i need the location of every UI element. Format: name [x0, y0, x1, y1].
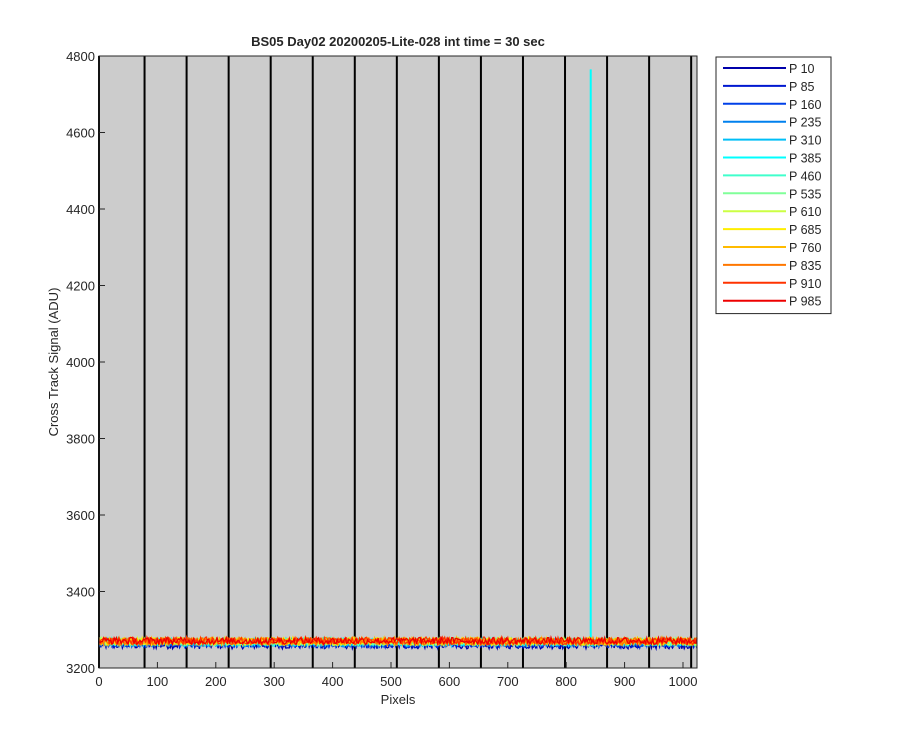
- legend-box: [715, 56, 832, 315]
- y-axis-label: Cross Track Signal (ADU): [46, 288, 61, 437]
- x-axis: 0 100 200 300 400 500 600 700 800 900 1000: [95, 662, 697, 689]
- legend-label: P 535: [789, 187, 821, 201]
- column-boundaries: [98, 56, 693, 668]
- x-tick-label: 700: [497, 674, 519, 689]
- legend-label: P 10: [789, 62, 815, 76]
- y-tick-label: 3600: [66, 508, 95, 523]
- legend-label: P 460: [789, 169, 821, 183]
- chart-title: BS05 Day02 20200205-Lite-028 int time = …: [251, 34, 545, 49]
- legend-label: P 310: [789, 134, 821, 148]
- y-tick-label: 4200: [66, 279, 95, 294]
- y-tick-label: 4600: [66, 126, 95, 141]
- legend-label: P 985: [789, 295, 821, 309]
- y-tick-label: 4000: [66, 355, 95, 370]
- y-tick-label: 4800: [66, 49, 95, 64]
- legend-label: P 835: [789, 259, 821, 273]
- legend-label: P 85: [789, 80, 815, 94]
- x-tick-label: 900: [614, 674, 636, 689]
- x-tick-label: 800: [555, 674, 577, 689]
- x-tick-label: 400: [322, 674, 344, 689]
- legend-label: P 160: [789, 98, 821, 112]
- x-tick-label: 100: [147, 674, 169, 689]
- x-tick-label: 600: [439, 674, 461, 689]
- y-tick-label: 3200: [66, 661, 95, 676]
- legend-label: P 610: [789, 205, 821, 219]
- legend-label: P 685: [789, 223, 821, 237]
- legend-label: P 385: [789, 152, 821, 166]
- x-tick-label: 200: [205, 674, 227, 689]
- y-tick-label: 3400: [66, 585, 95, 600]
- x-tick-label: 1000: [669, 674, 698, 689]
- legend: P 10 P 85 P 160 P 235 P 310 P 385 P 460 P 535 P …: [715, 56, 832, 315]
- y-tick-label: 3800: [66, 432, 95, 447]
- x-axis-label: Pixels: [381, 692, 416, 707]
- legend-label: P 760: [789, 241, 821, 255]
- plot-area: [99, 56, 697, 668]
- legend-label: P 235: [789, 116, 821, 130]
- x-tick-label: 0: [95, 674, 102, 689]
- y-tick-label: 4400: [66, 202, 95, 217]
- series-line: [98, 634, 698, 647]
- series-lines: [98, 69, 698, 652]
- x-tick-label: 500: [380, 674, 402, 689]
- x-tick-label: 300: [263, 674, 285, 689]
- legend-label: P 910: [789, 277, 821, 291]
- series-line: [99, 635, 698, 648]
- y-axis: 3200 3400 3600 3800 4000 4200 4400 4600 4800: [66, 49, 105, 676]
